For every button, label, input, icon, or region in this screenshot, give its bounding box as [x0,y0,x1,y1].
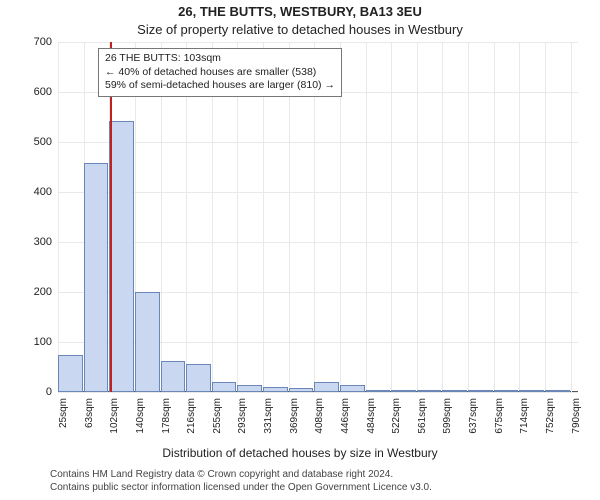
x-tick-label: 102sqm [109,398,120,448]
histogram-bar [366,390,391,392]
attribution-footer: Contains HM Land Registry data © Crown c… [50,468,432,494]
histogram-bar [314,382,339,392]
annotation-line: 26 THE BUTTS: 103sqm [105,52,335,66]
x-tick-label: 446sqm [340,398,351,448]
x-tick-label: 599sqm [442,398,453,448]
histogram-bar [391,390,416,392]
x-tick-label: 637sqm [468,398,479,448]
x-tick-label: 675sqm [494,398,505,448]
y-tick-label: 200 [16,286,52,298]
footer-line: Contains HM Land Registry data © Crown c… [50,468,432,481]
histogram-bar [109,121,134,392]
x-tick-label: 293sqm [237,398,248,448]
y-tick-label: 500 [16,136,52,148]
x-tick-label: 561sqm [417,398,428,448]
histogram-bar [161,361,186,392]
x-tick-label: 63sqm [84,398,95,448]
histogram-bar [212,382,237,392]
histogram-bar [237,385,262,393]
x-tick-label: 178sqm [161,398,172,448]
x-tick-label: 484sqm [366,398,377,448]
annotation-box: 26 THE BUTTS: 103sqm← 40% of detached ho… [98,48,342,97]
histogram-bar [289,388,314,392]
annotation-line: 59% of semi-detached houses are larger (… [105,79,335,93]
histogram-bar [417,390,442,392]
x-tick-label: 790sqm [571,398,582,448]
y-tick-label: 300 [16,236,52,248]
annotation-line: ← 40% of detached houses are smaller (53… [105,66,335,80]
histogram-bar [494,390,519,392]
histogram-bar [186,364,211,392]
histogram-bar [84,163,109,392]
x-tick-label: 140sqm [135,398,146,448]
page-subtitle: Size of property relative to detached ho… [0,22,600,37]
x-axis-label: Distribution of detached houses by size … [0,446,600,460]
x-tick-label: 408sqm [314,398,325,448]
histogram-bar [58,355,83,393]
page-title: 26, THE BUTTS, WESTBURY, BA13 3EU [0,4,600,19]
histogram-bar [442,390,467,392]
histogram-bar [545,390,570,392]
x-tick-label: 255sqm [212,398,223,448]
y-tick-label: 400 [16,186,52,198]
x-tick-label: 369sqm [289,398,300,448]
histogram-bar [340,385,365,393]
histogram-bar [135,292,160,392]
x-tick-label: 714sqm [519,398,530,448]
histogram-bar [468,390,493,392]
histogram-bar [519,390,544,392]
x-tick-label: 752sqm [545,398,556,448]
x-tick-label: 331sqm [263,398,274,448]
y-tick-label: 600 [16,86,52,98]
x-tick-label: 25sqm [58,398,69,448]
histogram-plot: 25sqm63sqm102sqm140sqm178sqm216sqm255sqm… [58,42,578,392]
y-tick-label: 100 [16,336,52,348]
x-tick-label: 522sqm [391,398,402,448]
histogram-bar [263,387,288,392]
y-tick-label: 0 [16,386,52,398]
footer-line: Contains public sector information licen… [50,481,432,494]
y-tick-label: 700 [16,36,52,48]
x-tick-label: 216sqm [186,398,197,448]
